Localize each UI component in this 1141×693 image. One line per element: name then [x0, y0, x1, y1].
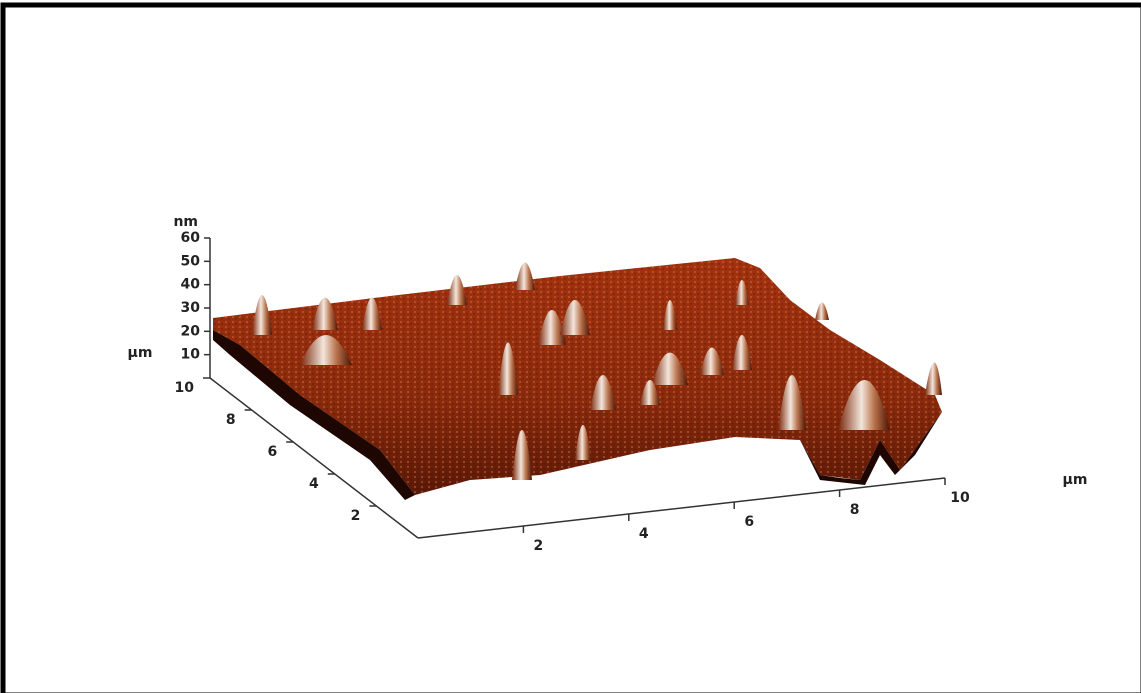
- z-tick-label: 10: [181, 347, 201, 363]
- z-tick-label: 50: [181, 253, 201, 269]
- y-axis-label: µm: [128, 345, 153, 361]
- y-tick-label: 6: [267, 444, 277, 460]
- x-tick-label: 2: [534, 538, 544, 554]
- y-tick-label: 2: [351, 508, 361, 524]
- x-tick-label: 6: [744, 514, 754, 530]
- z-axis-label: nm: [173, 214, 198, 230]
- x-tick-label: 4: [639, 526, 649, 542]
- z-tick-label: 40: [181, 277, 201, 293]
- afm-figure: 2 4 6 8 10 2 4 6 8 10 10 20 30 40 50 60nm µm µm: [0, 0, 1141, 693]
- z-tick-label: 20: [181, 323, 201, 339]
- y-tick-label: 10: [175, 380, 195, 396]
- x-tick-label: 8: [850, 502, 860, 518]
- z-tick-label: 60: [181, 230, 201, 246]
- z-tick-label: 30: [181, 300, 201, 316]
- y-tick-label: 4: [309, 476, 319, 492]
- x-axis-label: µm: [1063, 472, 1088, 488]
- x-tick-label: 10: [950, 490, 970, 506]
- y-tick-label: 8: [226, 412, 236, 428]
- x-axis: [418, 478, 945, 538]
